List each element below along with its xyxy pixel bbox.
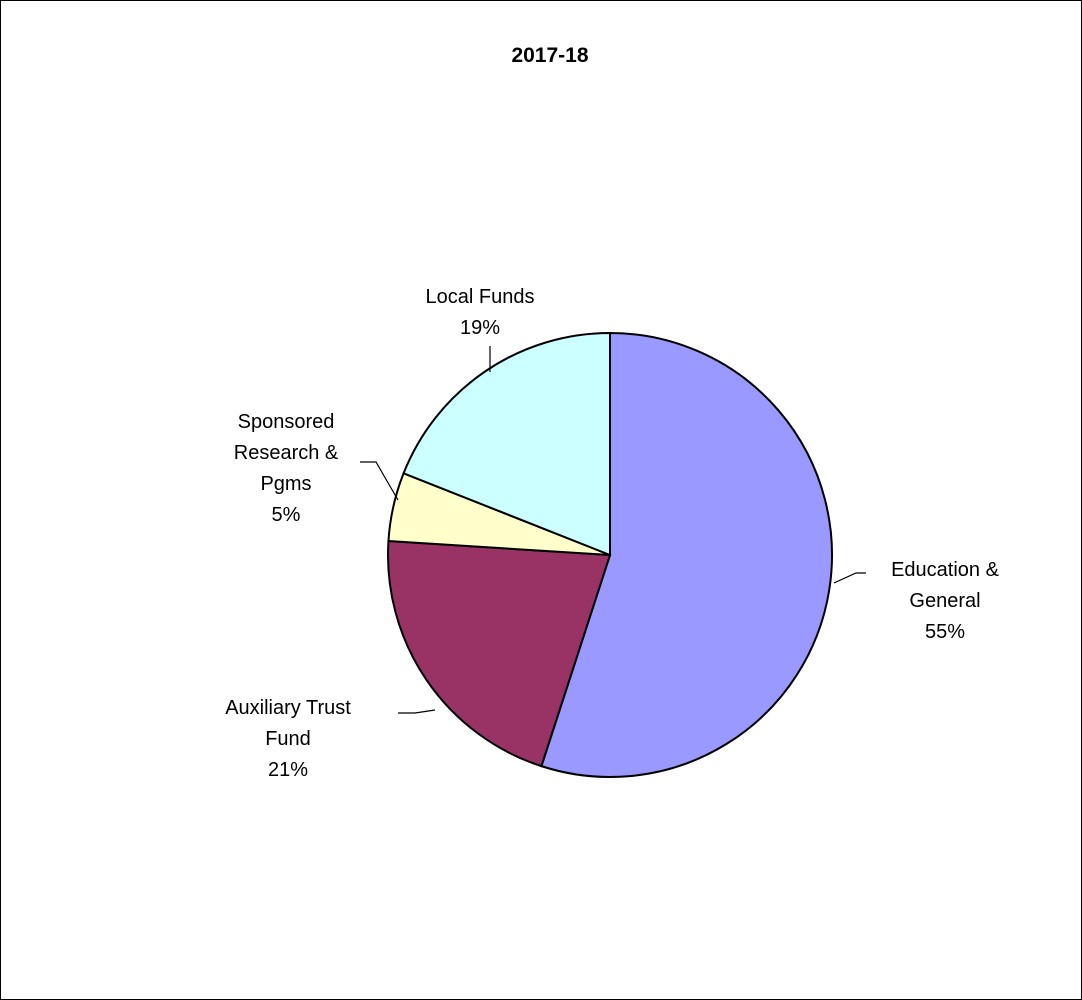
- slice-label-line: General: [909, 590, 980, 612]
- leader-line-1: [398, 709, 436, 714]
- slice-label-line: Pgms: [260, 473, 311, 495]
- leader-line-2: [360, 461, 399, 501]
- slice-label-3: Local Funds 19%: [426, 286, 535, 339]
- slice-percent: 55%: [925, 621, 965, 643]
- slice-percent: 5%: [272, 504, 301, 526]
- slice-label-1: Auxiliary Trust Fund 21%: [225, 697, 351, 781]
- slice-label-line: Research &: [234, 442, 339, 464]
- slice-label-line: Fund: [265, 728, 311, 750]
- leader-line-0: [833, 572, 866, 584]
- slice-label-0: Education & General 55%: [891, 559, 1000, 643]
- pie-slice-1: [387, 539, 612, 768]
- slice-label-line: Sponsored: [238, 411, 335, 433]
- slice-labels: Education & General 55% Auxiliary Trust Fund…: [225, 286, 999, 781]
- leader-lines: [360, 346, 866, 714]
- slice-label-2: Sponsored Research & Pgms 5%: [234, 411, 339, 526]
- slice-percent: 21%: [268, 759, 308, 781]
- chart-title: 2017-18: [511, 44, 588, 67]
- pie-slice-0: [540, 331, 833, 778]
- pie-slices: [387, 331, 833, 778]
- pie-slice-3: [402, 331, 611, 557]
- slice-label-line: Education &: [891, 559, 1000, 581]
- slice-label-line: Auxiliary Trust: [225, 697, 351, 719]
- slice-percent: 19%: [460, 317, 500, 339]
- slice-label-line: Local Funds: [426, 286, 535, 308]
